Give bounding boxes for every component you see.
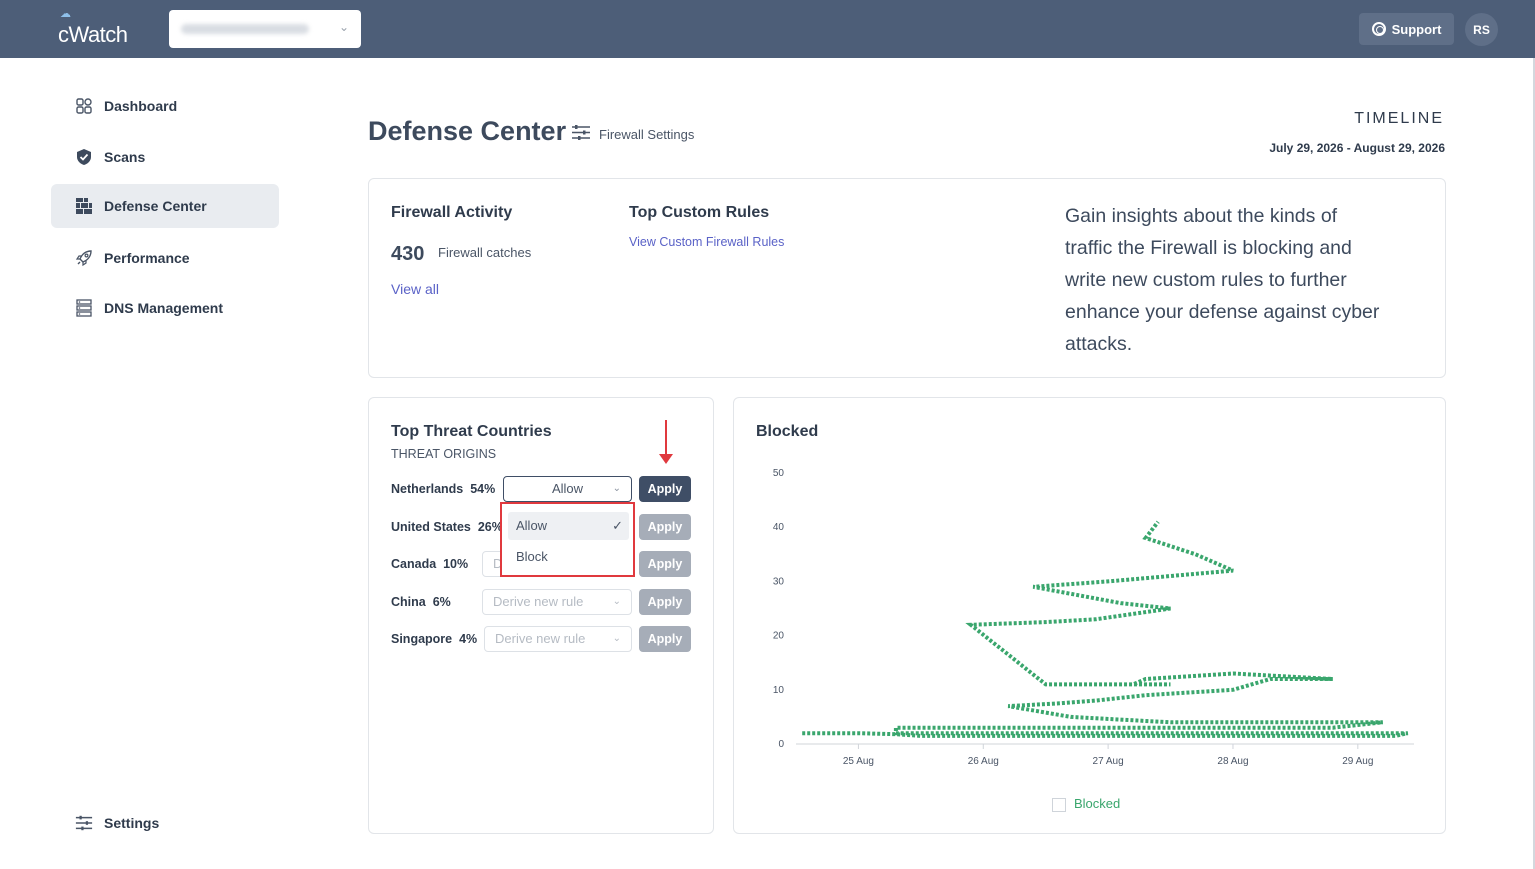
sidebar-item-scans[interactable]: Scans <box>51 135 279 179</box>
chevron-down-icon: ⌄ <box>338 20 349 34</box>
shield-icon <box>75 148 93 166</box>
summary-card: Firewall Activity 430 Firewall catches V… <box>368 178 1446 378</box>
top-bar: ☁ cWatch ⌄ Support RS <box>0 0 1535 58</box>
timeline-label: TIMELINE <box>1354 110 1444 127</box>
sidebar-item-performance[interactable]: Performance <box>51 236 279 280</box>
rule-dropdown-menu: Allow ✓ Block <box>500 502 635 577</box>
sidebar-item-dashboard[interactable]: Dashboard <box>51 84 279 128</box>
view-all-link[interactable]: View all <box>391 281 439 297</box>
sidebar-item-dns-management[interactable]: DNS Management <box>51 286 279 330</box>
apply-button-netherlands[interactable]: Apply <box>639 476 691 502</box>
threat-origins-subtitle: THREAT ORIGINS <box>391 447 497 461</box>
rule-select-netherlands[interactable]: Allow ⌄ <box>503 476 632 502</box>
threat-countries-title: Top Threat Countries <box>391 423 552 440</box>
x-tick-label: 26 Aug <box>968 756 999 767</box>
dropdown-option-block[interactable]: Block <box>516 549 548 564</box>
right-border <box>1533 58 1535 869</box>
sliders-icon <box>571 124 591 144</box>
legend-checkbox[interactable] <box>1052 798 1066 812</box>
y-tick-label: 0 <box>778 739 784 750</box>
y-tick-label: 30 <box>773 576 785 587</box>
catches-label: Firewall catches <box>438 245 532 260</box>
y-tick-label: 40 <box>773 522 785 533</box>
apply-button-canada[interactable]: Apply <box>639 551 691 577</box>
chevron-down-icon: ⌄ <box>612 633 621 644</box>
apply-button-united-states[interactable]: Apply <box>639 514 691 540</box>
insight-text: Gain insights about the kinds of traffic… <box>1065 205 1380 355</box>
sidebar-item-label: Performance <box>104 250 190 266</box>
country-row-united-states: United States 26% <box>391 520 503 534</box>
annotation-arrow-head <box>659 454 673 464</box>
rule-select-singapore[interactable]: Derive new rule ⌄ <box>484 626 632 652</box>
blocked-chart: 0 10 20 30 40 50 25 Aug 26 Aug 27 Aug 28 Aug 29 Au… <box>773 468 1414 767</box>
lifebuoy-icon <box>1371 22 1386 36</box>
sliders-icon <box>75 814 93 832</box>
check-icon: ✓ <box>612 518 623 533</box>
annotation-arrow <box>665 420 667 456</box>
y-tick-label: 20 <box>773 631 785 642</box>
catches-count: 430 <box>391 243 425 265</box>
country-row-netherlands: Netherlands 54% <box>391 482 496 496</box>
rule-select-china[interactable]: Derive new rule ⌄ <box>482 589 632 615</box>
sidebar-item-defense-center[interactable]: Defense Center <box>51 184 279 228</box>
sidebar-item-settings[interactable]: Settings <box>51 801 279 845</box>
firewall-activity-title: Firewall Activity <box>391 204 513 221</box>
top-custom-rules-title: Top Custom Rules <box>629 204 770 221</box>
y-tick-label: 10 <box>773 685 785 696</box>
user-avatar[interactable]: RS <box>1465 13 1498 46</box>
server-icon <box>75 299 93 317</box>
apply-button-singapore[interactable]: Apply <box>639 626 691 652</box>
dropdown-option-allow[interactable]: Allow ✓ <box>508 512 629 540</box>
sidebar-item-label: DNS Management <box>104 300 224 316</box>
apply-button-china[interactable]: Apply <box>639 589 691 615</box>
x-tick-label: 27 Aug <box>1093 756 1124 767</box>
cloud-icon: ☁ <box>60 8 71 20</box>
threat-countries-card: Top Threat Countries THREAT ORIGINS Neth… <box>368 397 714 834</box>
chevron-down-icon: ⌄ <box>612 596 621 607</box>
x-tick-label: 25 Aug <box>843 756 874 767</box>
country-row-canada: Canada 10% <box>391 557 469 571</box>
cwatch-logo[interactable]: ☁ cWatch <box>58 8 128 47</box>
dashboard-icon <box>75 97 93 115</box>
sidebar-item-label: Defense Center <box>104 198 207 214</box>
sidebar-item-label: Dashboard <box>104 98 178 114</box>
firewall-settings-link[interactable]: Firewall Settings <box>571 124 694 144</box>
series-line-blocked <box>802 520 1409 738</box>
timeline-range[interactable]: July 29, 2026 - August 29, 2026 <box>1269 141 1445 155</box>
y-tick-label: 50 <box>773 468 785 479</box>
chart-title: Blocked <box>756 423 819 440</box>
sidebar-item-label: Settings <box>104 815 160 831</box>
sidebar-item-label: Scans <box>104 149 146 165</box>
x-tick-label: 28 Aug <box>1217 756 1248 767</box>
site-selector-value <box>181 24 309 34</box>
x-tick-label: 29 Aug <box>1342 756 1373 767</box>
legend-label[interactable]: Blocked <box>1074 796 1121 811</box>
country-row-singapore: Singapore 4% <box>391 632 478 646</box>
chevron-down-icon: ⌄ <box>612 483 621 494</box>
country-row-china: China 6% <box>391 595 451 609</box>
site-selector[interactable]: ⌄ <box>169 10 361 48</box>
brick-wall-icon <box>75 197 93 215</box>
support-button[interactable]: Support <box>1359 13 1454 45</box>
blocked-chart-card: Blocked 0 10 20 30 40 50 25 Aug 26 Aug 27 Aug 28 … <box>733 397 1446 834</box>
view-custom-rules-link[interactable]: View Custom Firewall Rules <box>629 235 785 249</box>
rocket-icon <box>75 249 93 267</box>
page-title: Defense Center <box>368 116 567 146</box>
